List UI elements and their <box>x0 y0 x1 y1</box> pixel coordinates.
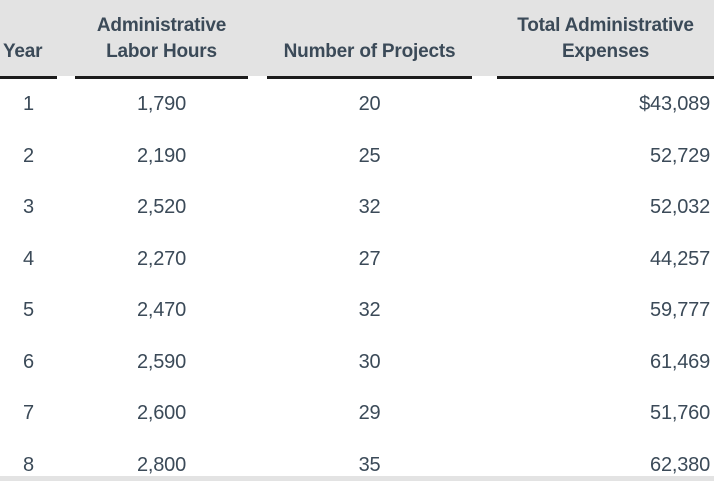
cell-number-of-projects: 27 <box>358 247 381 270</box>
cell-total-administrative-expenses: $43,089 <box>639 93 710 116</box>
cell-total-administrative-expenses: 62,380 <box>650 453 710 476</box>
cell-number-of-projects: 32 <box>358 299 381 322</box>
table-row: 2 2,190 25 52,729 <box>0 131 714 183</box>
cell-administrative-labor-hours: 1,790 <box>136 93 187 116</box>
cell-total-administrative-expenses: 52,032 <box>650 196 710 219</box>
cell-administrative-labor-hours: 2,190 <box>136 144 187 167</box>
column-header-total-administrative-expenses: Total Administrative Expenses <box>517 15 694 62</box>
cell-year: 6 <box>23 350 34 373</box>
table-row: 6 2,590 30 61,469 <box>0 337 714 389</box>
column-header-year: Year <box>3 41 43 62</box>
header-underline-number-of-projects <box>267 76 472 79</box>
column-header-administrative-labor-hours: Administrative Labor Hours <box>96 15 227 62</box>
table-row: 4 2,270 27 44,257 <box>0 234 714 286</box>
cell-number-of-projects: 35 <box>358 453 381 476</box>
header-underline-administrative-labor-hours <box>75 76 248 79</box>
cell-administrative-labor-hours: 2,590 <box>136 350 187 373</box>
cell-year: 7 <box>23 402 34 425</box>
cell-year: 1 <box>23 93 34 116</box>
table-row: 8 2,800 35 62,380 <box>0 440 714 481</box>
cell-administrative-labor-hours: 2,270 <box>136 247 187 270</box>
table-row: 5 2,470 32 59,777 <box>0 285 714 337</box>
cell-administrative-labor-hours: 2,520 <box>136 196 187 219</box>
cell-year: 4 <box>23 247 34 270</box>
cell-number-of-projects: 25 <box>358 144 381 167</box>
cell-number-of-projects: 20 <box>358 93 381 116</box>
cell-number-of-projects: 32 <box>358 196 381 219</box>
cell-administrative-labor-hours: 2,600 <box>136 402 187 425</box>
cell-number-of-projects: 30 <box>358 350 381 373</box>
cell-year: 5 <box>23 299 34 322</box>
cell-year: 8 <box>23 453 34 476</box>
header-underline-row <box>0 76 714 79</box>
cell-year: 3 <box>23 196 34 219</box>
cell-administrative-labor-hours: 2,800 <box>136 453 187 476</box>
cell-administrative-labor-hours: 2,470 <box>136 299 187 322</box>
cell-number-of-projects: 29 <box>358 402 381 425</box>
cell-total-administrative-expenses: 44,257 <box>650 247 710 270</box>
cell-total-administrative-expenses: 61,469 <box>650 350 710 373</box>
table-body: 1 1,790 20 $43,089 2 2,190 25 52,729 3 2… <box>0 79 714 481</box>
column-header-number-of-projects: Number of Projects <box>283 41 456 62</box>
cell-total-administrative-expenses: 51,760 <box>650 402 710 425</box>
cell-total-administrative-expenses: 59,777 <box>650 299 710 322</box>
cell-total-administrative-expenses: 52,729 <box>650 144 710 167</box>
header-underline-total-administrative-expenses <box>497 76 714 79</box>
table-row: 7 2,600 29 51,760 <box>0 388 714 440</box>
table-row: 1 1,790 20 $43,089 <box>0 79 714 131</box>
table-header-row: Year Administrative Labor Hours Number o… <box>0 0 714 76</box>
table-row: 3 2,520 32 52,032 <box>0 182 714 234</box>
header-underline-year <box>0 76 57 79</box>
cell-year: 2 <box>23 144 34 167</box>
bottom-divider <box>0 476 714 481</box>
